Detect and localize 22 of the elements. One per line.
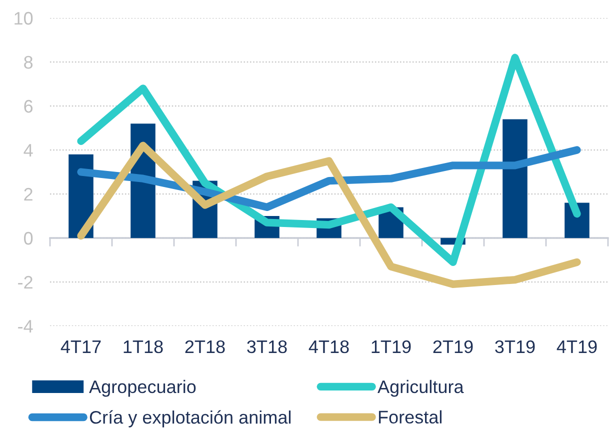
bar — [502, 119, 528, 238]
y-tick-label: 8 — [24, 56, 33, 69]
x-tick-label: 1T19 — [372, 340, 411, 354]
x-tick-label: 1T18 — [124, 340, 163, 354]
x-tick-label: 3T19 — [495, 340, 535, 354]
legend-label: Agricultura — [378, 380, 464, 397]
y-tick-label: 0 — [24, 232, 33, 245]
y-tick-label: -2 — [18, 276, 32, 289]
x-tick-label: 4T18 — [308, 340, 349, 354]
y-tick-label: -4 — [18, 320, 33, 333]
y-tick-label: 6 — [24, 100, 33, 113]
x-tick-label: 4T17 — [60, 340, 101, 353]
legend-label: Cría y explotación animal — [90, 410, 291, 428]
y-tick-label: 4 — [24, 144, 33, 157]
x-tick-label: 2T19 — [433, 340, 473, 354]
y-tick-label: 2 — [24, 188, 32, 201]
x-tick-label: 4T19 — [556, 340, 597, 354]
y-tick-label: 10 — [14, 12, 33, 25]
x-tick-label: 2T18 — [185, 340, 225, 354]
legend-label: Agropecuario — [89, 380, 196, 397]
x-tick-label: 3T18 — [247, 340, 287, 354]
legend-label: Forestal — [378, 410, 442, 424]
